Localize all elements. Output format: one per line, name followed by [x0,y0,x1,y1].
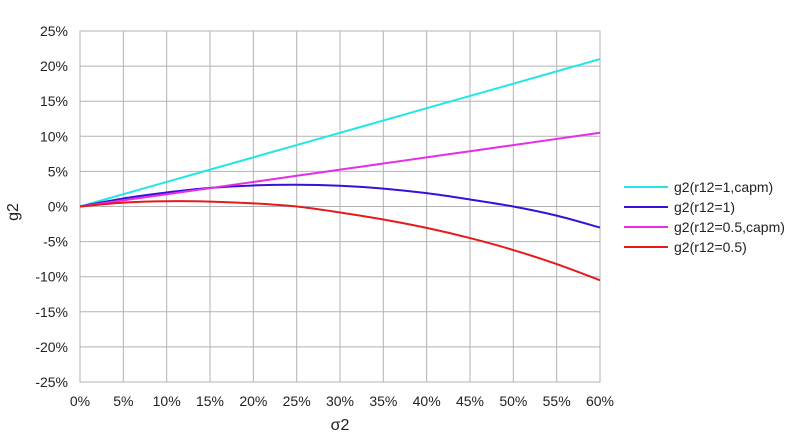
y-tick-label: 25% [40,23,68,39]
y-axis-title: g2 [5,203,22,221]
x-tick-label: 10% [153,393,181,409]
series-line-3 [79,131,601,208]
y-tick-label: 20% [40,58,68,74]
legend-label-3: g2(r12=0.5,capm) [674,219,785,235]
axis-layer: 0% 5% 10% 15% 20% 25% 30% 35% 40% 45% 50% 55% 60% 25%… [35,23,614,409]
y-tick-label: 5% [48,163,68,179]
x-axis-title: σ2 [331,417,350,434]
x-tick-label: 50% [499,393,527,409]
y-tick-label: 0% [48,199,68,215]
legend-label-4: g2(r12=0.5) [674,239,747,255]
legend-label-2: g2(r12=1) [674,199,735,215]
series-line-4 [79,200,601,282]
y-tick-label: -5% [43,234,68,250]
y-tick-label: -25% [35,374,68,390]
x-tick-label: 55% [543,393,571,409]
legend-label-1: g2(r12=1,capm) [674,179,773,195]
y-tick-label: 10% [40,128,68,144]
x-tick-label: 0% [70,393,90,409]
x-tick-label: 20% [239,393,267,409]
series-line-1 [79,58,601,208]
grid-layer [79,30,601,383]
y-tick-label: -10% [35,269,68,285]
x-tick-label: 25% [283,393,311,409]
x-tick-label: 60% [586,393,614,409]
x-tick-label: 30% [326,393,354,409]
x-tick-label: 5% [113,393,133,409]
series-layer [79,58,601,282]
x-tick-label: 35% [369,393,397,409]
y-tick-label: 15% [40,93,68,109]
legend: g2(r12=1,capm) g2(r12=1) g2(r12=0.5,capm) g… [624,179,785,255]
x-tick-label: 40% [413,393,441,409]
x-tick-label: 15% [196,393,224,409]
series-line-2 [79,183,601,229]
y-tick-label: -20% [35,339,68,355]
x-tick-label: 45% [456,393,484,409]
y-tick-label: -15% [35,304,68,320]
